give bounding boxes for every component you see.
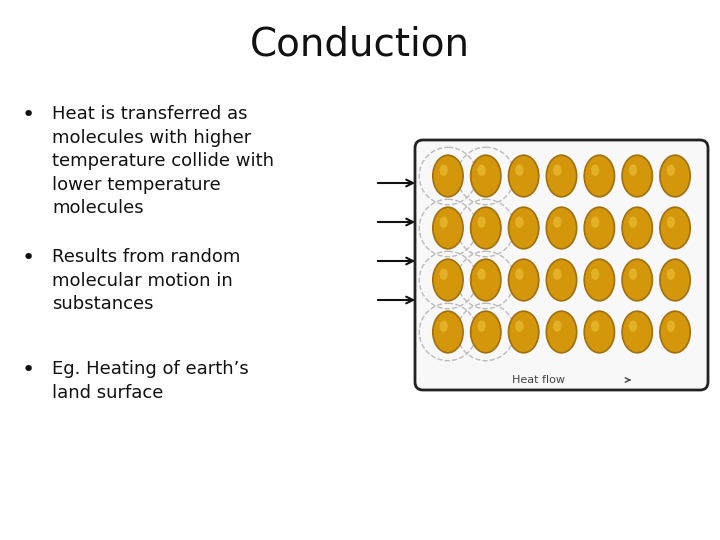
Ellipse shape (622, 259, 652, 301)
Ellipse shape (622, 155, 652, 197)
Ellipse shape (471, 311, 501, 353)
Ellipse shape (584, 311, 614, 353)
Ellipse shape (660, 155, 690, 197)
Ellipse shape (584, 207, 614, 249)
Text: Heat flow: Heat flow (511, 375, 564, 385)
Ellipse shape (508, 155, 539, 197)
Ellipse shape (622, 311, 652, 353)
Ellipse shape (660, 311, 690, 353)
Ellipse shape (591, 268, 599, 280)
Ellipse shape (508, 259, 539, 301)
Ellipse shape (508, 207, 539, 249)
Ellipse shape (553, 217, 562, 228)
Ellipse shape (477, 268, 486, 280)
FancyBboxPatch shape (415, 140, 708, 390)
Ellipse shape (584, 155, 614, 197)
Ellipse shape (660, 259, 690, 301)
Ellipse shape (629, 217, 637, 228)
Ellipse shape (439, 165, 448, 176)
Text: •: • (22, 360, 35, 380)
Ellipse shape (433, 207, 463, 249)
Ellipse shape (516, 268, 523, 280)
Ellipse shape (508, 311, 539, 353)
Ellipse shape (546, 207, 577, 249)
Text: •: • (22, 105, 35, 125)
Text: Conduction: Conduction (250, 26, 470, 64)
Ellipse shape (477, 320, 486, 332)
Ellipse shape (439, 217, 448, 228)
Ellipse shape (667, 320, 675, 332)
Ellipse shape (667, 217, 675, 228)
Ellipse shape (591, 165, 599, 176)
Ellipse shape (667, 268, 675, 280)
Text: Heat is transferred as
molecules with higher
temperature collide with
lower temp: Heat is transferred as molecules with hi… (52, 105, 274, 218)
Ellipse shape (433, 311, 463, 353)
Ellipse shape (439, 320, 448, 332)
Ellipse shape (553, 320, 562, 332)
Ellipse shape (591, 320, 599, 332)
Ellipse shape (471, 207, 501, 249)
Ellipse shape (629, 165, 637, 176)
Ellipse shape (516, 217, 523, 228)
Ellipse shape (591, 217, 599, 228)
Ellipse shape (439, 268, 448, 280)
Ellipse shape (667, 165, 675, 176)
Ellipse shape (553, 165, 562, 176)
Ellipse shape (584, 259, 614, 301)
Ellipse shape (516, 320, 523, 332)
Ellipse shape (546, 155, 577, 197)
Ellipse shape (477, 217, 486, 228)
Ellipse shape (516, 165, 523, 176)
Ellipse shape (660, 207, 690, 249)
Text: Eg. Heating of earth’s
land surface: Eg. Heating of earth’s land surface (52, 360, 248, 402)
Ellipse shape (471, 155, 501, 197)
Ellipse shape (553, 268, 562, 280)
Ellipse shape (622, 207, 652, 249)
Ellipse shape (546, 259, 577, 301)
Text: •: • (22, 248, 35, 268)
Ellipse shape (629, 268, 637, 280)
Text: Results from random
molecular motion in
substances: Results from random molecular motion in … (52, 248, 240, 313)
Ellipse shape (477, 165, 486, 176)
Ellipse shape (471, 259, 501, 301)
Ellipse shape (546, 311, 577, 353)
Ellipse shape (433, 259, 463, 301)
Ellipse shape (433, 155, 463, 197)
Ellipse shape (629, 320, 637, 332)
